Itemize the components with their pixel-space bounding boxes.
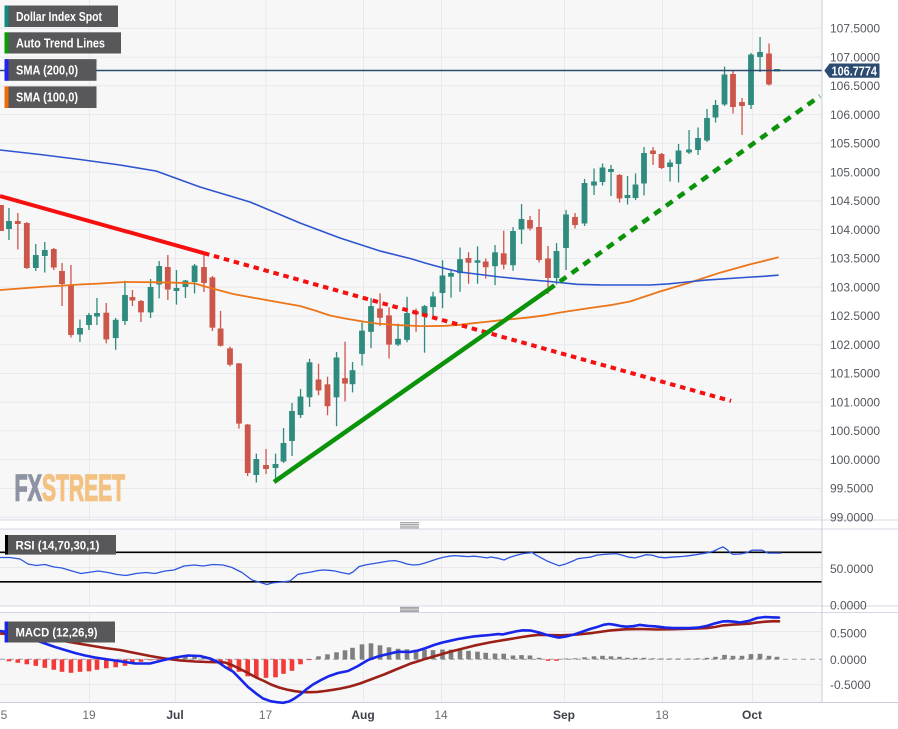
svg-text:Dollar Index Spot: Dollar Index Spot (16, 10, 103, 24)
svg-text:105.0000: 105.0000 (830, 165, 880, 179)
svg-text:102.0000: 102.0000 (830, 338, 880, 352)
svg-text:105.5000: 105.5000 (830, 137, 880, 151)
svg-text:104.5000: 104.5000 (830, 194, 880, 208)
svg-text:107.0000: 107.0000 (830, 50, 880, 64)
svg-text:18: 18 (655, 708, 669, 722)
svg-text:RSI (14,70,30,1): RSI (14,70,30,1) (16, 538, 100, 552)
svg-text:SMA (200,0): SMA (200,0) (16, 64, 78, 78)
svg-text:101.5000: 101.5000 (830, 367, 880, 381)
svg-text:106.7774: 106.7774 (832, 63, 878, 78)
svg-text:107.5000: 107.5000 (830, 22, 880, 36)
svg-text:106.5000: 106.5000 (830, 79, 880, 93)
svg-text:-0.5000: -0.5000 (830, 678, 871, 692)
svg-text:0.0000: 0.0000 (830, 653, 867, 667)
svg-text:103.0000: 103.0000 (830, 280, 880, 294)
svg-text:50.0000: 50.0000 (830, 562, 874, 576)
svg-text:Sep: Sep (553, 708, 575, 722)
svg-text:101.0000: 101.0000 (830, 395, 880, 409)
svg-text:SMA (100,0): SMA (100,0) (16, 91, 78, 105)
svg-text:17: 17 (259, 708, 273, 722)
svg-text:99.0000: 99.0000 (830, 510, 874, 524)
svg-text:19: 19 (82, 708, 96, 722)
svg-text:99.5000: 99.5000 (830, 482, 874, 496)
svg-text:14: 14 (434, 708, 448, 722)
svg-text:100.5000: 100.5000 (830, 424, 880, 438)
svg-text:102.5000: 102.5000 (830, 309, 880, 323)
svg-text:0.5000: 0.5000 (830, 626, 867, 640)
svg-text:5: 5 (1, 708, 8, 722)
svg-text:0.0000: 0.0000 (830, 599, 867, 613)
svg-text:Jul: Jul (166, 708, 183, 722)
svg-text:MACD (12,26,9): MACD (12,26,9) (16, 626, 98, 640)
svg-text:103.5000: 103.5000 (830, 252, 880, 266)
svg-text:Auto Trend Lines: Auto Trend Lines (16, 36, 105, 50)
svg-text:100.0000: 100.0000 (830, 453, 880, 467)
svg-text:FX: FX (15, 468, 43, 509)
svg-text:Oct: Oct (742, 708, 762, 722)
svg-text:106.0000: 106.0000 (830, 108, 880, 122)
svg-text:STREET: STREET (42, 468, 125, 509)
svg-text:Aug: Aug (351, 708, 374, 722)
svg-text:104.0000: 104.0000 (830, 223, 880, 237)
